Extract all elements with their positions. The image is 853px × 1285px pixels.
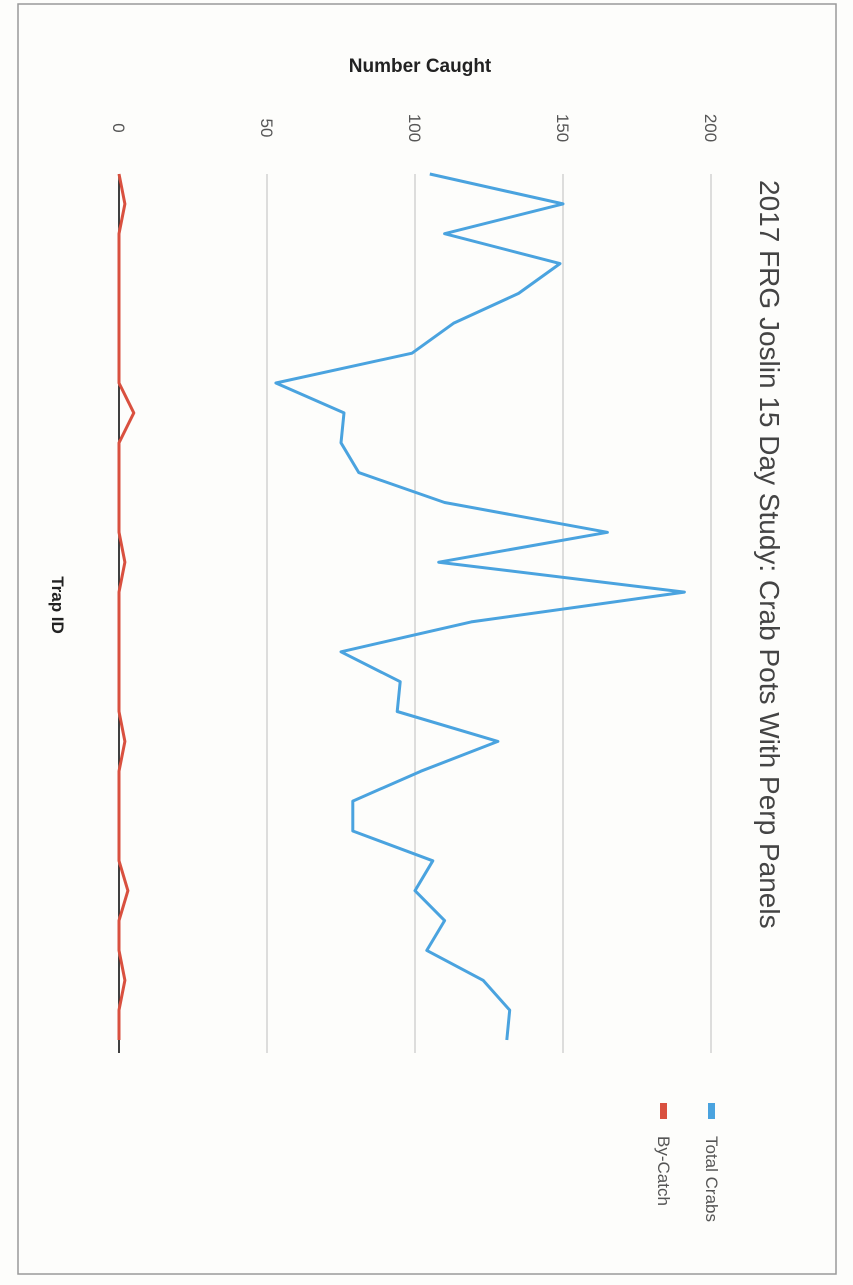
series-lines xyxy=(117,172,686,1041)
y-tick-label: 100 xyxy=(405,114,424,142)
y-tick-label: 50 xyxy=(257,119,276,138)
x-axis-label: Trap ID xyxy=(48,576,67,634)
legend-swatch xyxy=(660,1103,667,1119)
legend-label: Total Crabs xyxy=(702,1136,721,1222)
series-line-by-catch xyxy=(117,173,136,1040)
gridlines xyxy=(266,174,712,1053)
y-tick-label: 0 xyxy=(109,123,128,132)
legend-label: By-Catch xyxy=(654,1136,673,1206)
y-tick-label: 200 xyxy=(701,114,720,142)
series-line-total-crabs xyxy=(274,172,686,1041)
legend: Total Crabs By-Catch xyxy=(654,1103,721,1222)
y-tick-labels: 0 50 100 150 200 xyxy=(109,114,720,142)
legend-swatch xyxy=(708,1103,715,1119)
y-axis-label: Number Caught xyxy=(349,56,492,77)
chart-title: 2017 FRG Joslin 15 Day Study: Crab Pots … xyxy=(754,180,785,929)
page-border xyxy=(17,3,837,1275)
y-tick-label: 150 xyxy=(553,114,572,142)
